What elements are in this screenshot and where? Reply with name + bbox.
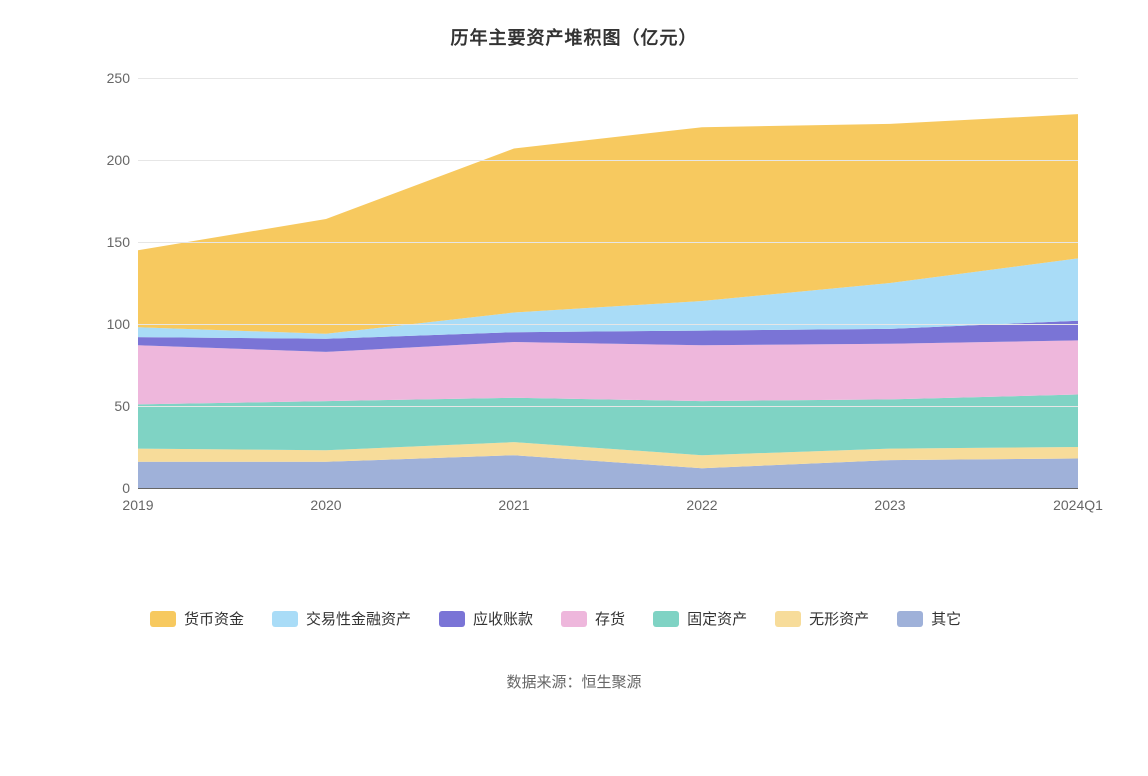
legend-item-cash[interactable]: 货币资金 [150, 608, 244, 629]
y-tick-label: 0 [70, 480, 130, 496]
y-tick-label: 150 [70, 234, 130, 250]
legend-label: 无形资产 [809, 608, 869, 629]
y-gridline [138, 242, 1078, 243]
data-source: 数据来源：恒生聚源 [40, 671, 1108, 692]
y-gridline [138, 78, 1078, 79]
legend-item-trading_fin[interactable]: 交易性金融资产 [272, 608, 411, 629]
legend-swatch [653, 611, 679, 627]
y-tick-label: 50 [70, 398, 130, 414]
source-name: 恒生聚源 [582, 674, 642, 691]
legend-swatch [272, 611, 298, 627]
legend-item-inventory[interactable]: 存货 [561, 608, 625, 629]
chart-area: 0 50 100 150 200 250 2019 2020 2021 2022 2023 2024Q… [40, 68, 1108, 548]
legend-label: 应收账款 [473, 608, 533, 629]
legend-swatch [561, 611, 587, 627]
legend-swatch [775, 611, 801, 627]
stacked-areas-svg [138, 78, 1078, 488]
legend-label: 交易性金融资产 [306, 608, 411, 629]
x-tick-label: 2022 [686, 497, 717, 513]
legend-label: 货币资金 [184, 608, 244, 629]
legend-item-receivables[interactable]: 应收账款 [439, 608, 533, 629]
x-tick-label: 2024Q1 [1053, 497, 1103, 513]
legend-label: 存货 [595, 608, 625, 629]
source-label: 数据来源： [506, 674, 581, 691]
legend-item-other[interactable]: 其它 [897, 608, 961, 629]
x-tick-label: 2023 [874, 497, 905, 513]
y-tick-label: 100 [70, 316, 130, 332]
y-gridline [138, 406, 1078, 407]
legend-swatch [439, 611, 465, 627]
x-tick-label: 2021 [498, 497, 529, 513]
y-gridline [138, 160, 1078, 161]
x-axis-baseline [138, 488, 1078, 489]
legend-label: 其它 [931, 608, 961, 629]
chart-title: 历年主要资产堆积图（亿元） [40, 24, 1108, 50]
legend-swatch [150, 611, 176, 627]
x-tick-label: 2019 [122, 497, 153, 513]
y-tick-label: 200 [70, 152, 130, 168]
x-tick-label: 2020 [310, 497, 341, 513]
legend-item-fixed[interactable]: 固定资产 [653, 608, 747, 629]
legend-label: 固定资产 [687, 608, 747, 629]
area-fixed [138, 395, 1078, 456]
chart-container: 历年主要资产堆积图（亿元） 0 50 100 150 200 250 2019 2020 202… [0, 0, 1148, 776]
plot-area [138, 78, 1078, 488]
y-gridline [138, 324, 1078, 325]
legend: 货币资金 交易性金融资产 应收账款 存货 固定资产 无形资产 其它 [40, 608, 1108, 629]
legend-swatch [897, 611, 923, 627]
legend-item-intangible[interactable]: 无形资产 [775, 608, 869, 629]
y-tick-label: 250 [70, 70, 130, 86]
